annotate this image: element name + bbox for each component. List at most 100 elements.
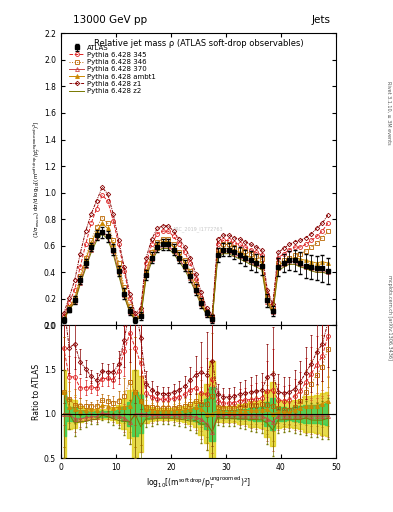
Pythia 6.428 ambt1 bbox=[160, 239, 165, 245]
Pythia 6.428 z1 bbox=[199, 289, 204, 295]
Pythia 6.428 345 bbox=[138, 308, 143, 314]
Pythia 6.428 346 bbox=[171, 241, 176, 247]
Pythia 6.428 346 bbox=[61, 316, 66, 322]
Pythia 6.428 z1 bbox=[83, 228, 88, 234]
Pythia 6.428 ambt1 bbox=[325, 260, 330, 266]
Pythia 6.428 z1 bbox=[215, 236, 220, 242]
Pythia 6.428 346 bbox=[133, 316, 138, 322]
Pythia 6.428 370 bbox=[292, 259, 297, 265]
Pythia 6.428 370 bbox=[78, 280, 83, 286]
Pythia 6.428 346 bbox=[122, 284, 127, 290]
Pythia 6.428 z1 bbox=[270, 301, 275, 307]
Pythia 6.428 346 bbox=[270, 306, 275, 312]
Pythia 6.428 345 bbox=[204, 308, 209, 314]
Pythia 6.428 ambt1 bbox=[281, 259, 286, 265]
Pythia 6.428 370 bbox=[314, 267, 319, 273]
Pythia 6.428 345 bbox=[325, 220, 330, 226]
Pythia 6.428 370 bbox=[144, 272, 149, 278]
Pythia 6.428 z2 bbox=[166, 245, 171, 251]
Pythia 6.428 345 bbox=[199, 294, 204, 301]
Pythia 6.428 346 bbox=[292, 252, 297, 258]
Pythia 6.428 z2 bbox=[177, 259, 182, 265]
Pythia 6.428 346 bbox=[237, 247, 242, 253]
Pythia 6.428 z1 bbox=[292, 239, 297, 245]
Pythia 6.428 z1 bbox=[160, 223, 165, 229]
Line: Pythia 6.428 z1: Pythia 6.428 z1 bbox=[62, 186, 329, 316]
Pythia 6.428 346 bbox=[226, 241, 231, 247]
Pythia 6.428 z2 bbox=[204, 312, 209, 318]
Pythia 6.428 345 bbox=[94, 205, 99, 211]
Pythia 6.428 ambt1 bbox=[127, 306, 132, 312]
Pythia 6.428 ambt1 bbox=[237, 249, 242, 255]
Pythia 6.428 346 bbox=[232, 244, 237, 250]
Pythia 6.428 370 bbox=[215, 252, 220, 258]
Pythia 6.428 346 bbox=[303, 248, 308, 254]
Pythia 6.428 z1 bbox=[72, 277, 77, 283]
Pythia 6.428 345 bbox=[226, 238, 231, 244]
Pythia 6.428 370 bbox=[259, 264, 264, 270]
Pythia 6.428 ambt1 bbox=[72, 296, 77, 302]
Pythia 6.428 z2 bbox=[292, 261, 297, 267]
Pythia 6.428 ambt1 bbox=[254, 258, 259, 264]
Pythia 6.428 ambt1 bbox=[122, 288, 127, 294]
Pythia 6.428 z1 bbox=[320, 220, 325, 226]
Pythia 6.428 345 bbox=[182, 249, 187, 255]
Pythia 6.428 z2 bbox=[298, 264, 303, 270]
Pythia 6.428 z2 bbox=[144, 274, 149, 281]
Pythia 6.428 z1 bbox=[265, 287, 270, 293]
Pythia 6.428 370 bbox=[276, 265, 281, 271]
Pythia 6.428 ambt1 bbox=[199, 298, 204, 305]
Pythia 6.428 ambt1 bbox=[188, 270, 193, 276]
Pythia 6.428 z2 bbox=[193, 289, 198, 295]
Pythia 6.428 346 bbox=[188, 268, 193, 274]
Pythia 6.428 345 bbox=[320, 228, 325, 234]
Pythia 6.428 345 bbox=[232, 240, 237, 246]
Pythia 6.428 z1 bbox=[254, 244, 259, 250]
Pythia 6.428 345 bbox=[67, 300, 72, 306]
Pythia 6.428 346 bbox=[265, 294, 270, 301]
Pythia 6.428 370 bbox=[287, 259, 292, 265]
Pythia 6.428 z1 bbox=[287, 241, 292, 247]
Pythia 6.428 z1 bbox=[138, 305, 143, 311]
Pythia 6.428 ambt1 bbox=[78, 276, 83, 282]
Pythia 6.428 z1 bbox=[303, 234, 308, 241]
Pythia 6.428 346 bbox=[83, 254, 88, 261]
Pythia 6.428 z2 bbox=[221, 251, 226, 257]
Pythia 6.428 346 bbox=[325, 228, 330, 234]
Pythia 6.428 345 bbox=[122, 268, 127, 274]
Pythia 6.428 345 bbox=[292, 244, 297, 250]
Pythia 6.428 345 bbox=[254, 249, 259, 255]
Pythia 6.428 ambt1 bbox=[100, 220, 105, 226]
Pythia 6.428 ambt1 bbox=[171, 244, 176, 250]
Pythia 6.428 346 bbox=[138, 312, 143, 318]
Pythia 6.428 346 bbox=[67, 304, 72, 310]
Pythia 6.428 346 bbox=[144, 268, 149, 274]
Pythia 6.428 345 bbox=[309, 238, 314, 244]
Pythia 6.428 ambt1 bbox=[61, 316, 66, 322]
Pythia 6.428 370 bbox=[204, 312, 209, 318]
Pythia 6.428 346 bbox=[276, 260, 281, 266]
Pythia 6.428 z2 bbox=[105, 236, 110, 242]
Pythia 6.428 345 bbox=[166, 228, 171, 234]
Pythia 6.428 345 bbox=[78, 264, 83, 270]
Pythia 6.428 ambt1 bbox=[259, 260, 264, 266]
Pythia 6.428 345 bbox=[243, 244, 248, 250]
Pythia 6.428 z2 bbox=[155, 248, 160, 254]
Pythia 6.428 ambt1 bbox=[314, 260, 319, 266]
Pythia 6.428 ambt1 bbox=[248, 254, 253, 261]
Pythia 6.428 370 bbox=[298, 261, 303, 267]
Pythia 6.428 370 bbox=[281, 261, 286, 267]
Text: Jets: Jets bbox=[311, 14, 330, 25]
Pythia 6.428 370 bbox=[100, 228, 105, 234]
Pythia 6.428 z1 bbox=[177, 236, 182, 242]
Pythia 6.428 z1 bbox=[325, 212, 330, 218]
Pythia 6.428 ambt1 bbox=[83, 258, 88, 264]
Pythia 6.428 346 bbox=[155, 239, 160, 245]
X-axis label: log$_{10}$[(m$^{\rm soft\,drop}$/p$_T^{\rm ungroomed}$)$^2$]: log$_{10}$[(m$^{\rm soft\,drop}$/p$_T^{\… bbox=[146, 475, 251, 491]
Pythia 6.428 370 bbox=[61, 317, 66, 323]
Pythia 6.428 z2 bbox=[226, 251, 231, 257]
Pythia 6.428 346 bbox=[149, 249, 154, 255]
Legend: ATLAS, Pythia 6.428 345, Pythia 6.428 346, Pythia 6.428 370, Pythia 6.428 ambt1,: ATLAS, Pythia 6.428 345, Pythia 6.428 34… bbox=[66, 42, 159, 97]
Pythia 6.428 345 bbox=[265, 290, 270, 296]
Pythia 6.428 370 bbox=[177, 256, 182, 262]
